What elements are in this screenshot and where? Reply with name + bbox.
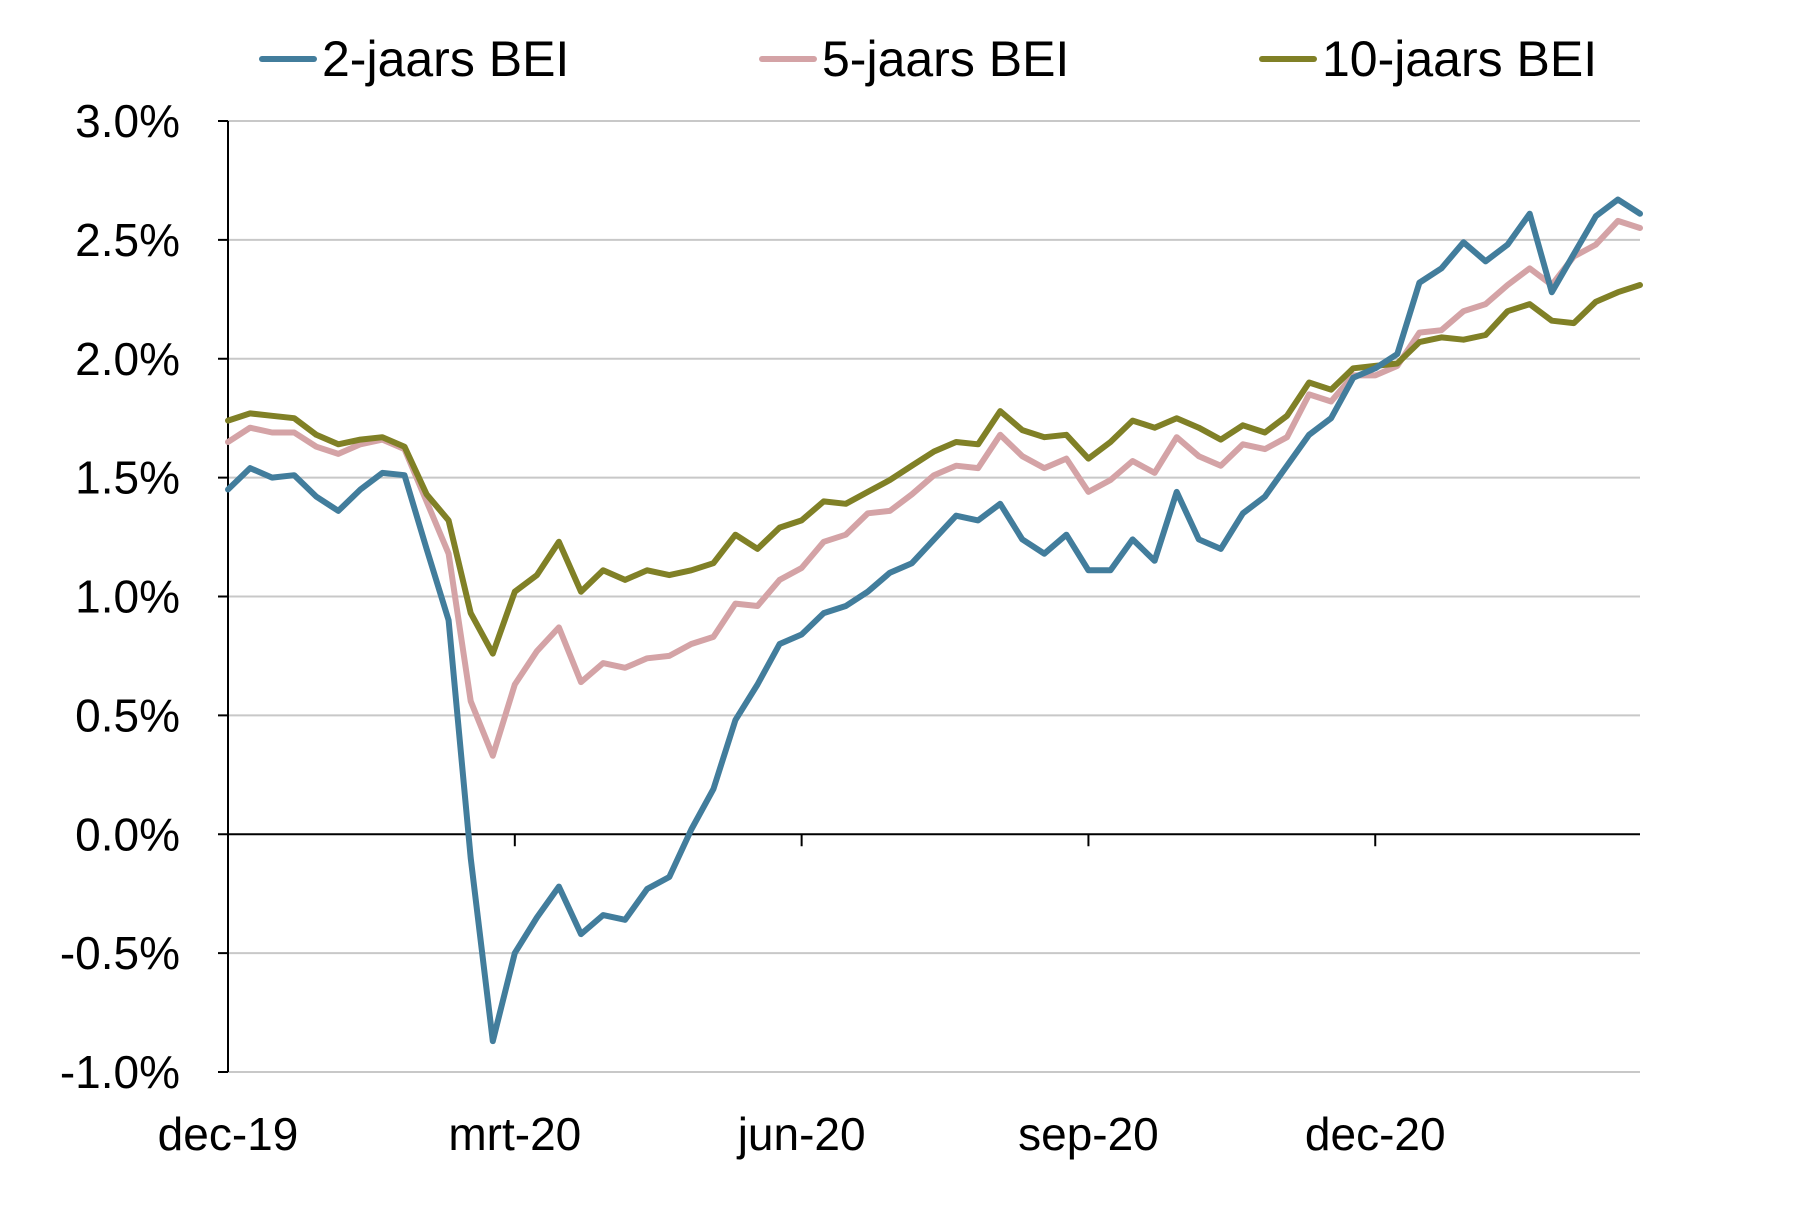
x-tick-label: jun-20: [736, 1108, 866, 1160]
y-tick-label: 2.0%: [75, 333, 180, 385]
legend-item-2: 5-jaars BEI: [759, 31, 1069, 87]
x-tick-label: mrt-20: [448, 1108, 581, 1160]
y-tick-label: 2.5%: [75, 214, 180, 266]
series-lines: [225, 196, 1643, 1045]
y-tick-label: 3.0%: [75, 95, 180, 147]
y-tick-label: 0.0%: [75, 808, 180, 860]
legend-label: 2-jaars BEI: [322, 31, 569, 87]
series-line-2: [225, 217, 1643, 759]
series-line-1: [225, 196, 1643, 1045]
y-axis-ticks: 3.0% 2.5% 2.0% 1.5% 1.0% 0.5% 0.0% -0.5% -1.0%: [60, 95, 228, 1098]
legend-item-1: 2-jaars BEI: [259, 31, 569, 87]
legend-item-3: 10-jaars BEI: [1259, 31, 1597, 87]
legend: 2-jaars BEI 5-jaars BEI 10-jaars BEI: [259, 31, 1597, 87]
x-tick-label: dec-20: [1305, 1108, 1446, 1160]
y-tick-label: -0.5%: [60, 927, 180, 979]
gridlines: [228, 120, 1640, 1073]
legend-label: 5-jaars BEI: [822, 31, 1069, 87]
y-tick-label: 1.0%: [75, 571, 180, 623]
y-tick-label: 1.5%: [75, 452, 180, 504]
x-axis-ticks: dec-19 mrt-20 jun-20 sep-20 dec-20: [158, 834, 1446, 1160]
x-tick-label: sep-20: [1018, 1108, 1159, 1160]
x-tick-label: dec-19: [158, 1108, 299, 1160]
y-tick-label: -1.0%: [60, 1046, 180, 1098]
series-line-3: [225, 282, 1643, 657]
y-tick-label: 0.5%: [75, 689, 180, 741]
legend-label: 10-jaars BEI: [1322, 31, 1597, 87]
